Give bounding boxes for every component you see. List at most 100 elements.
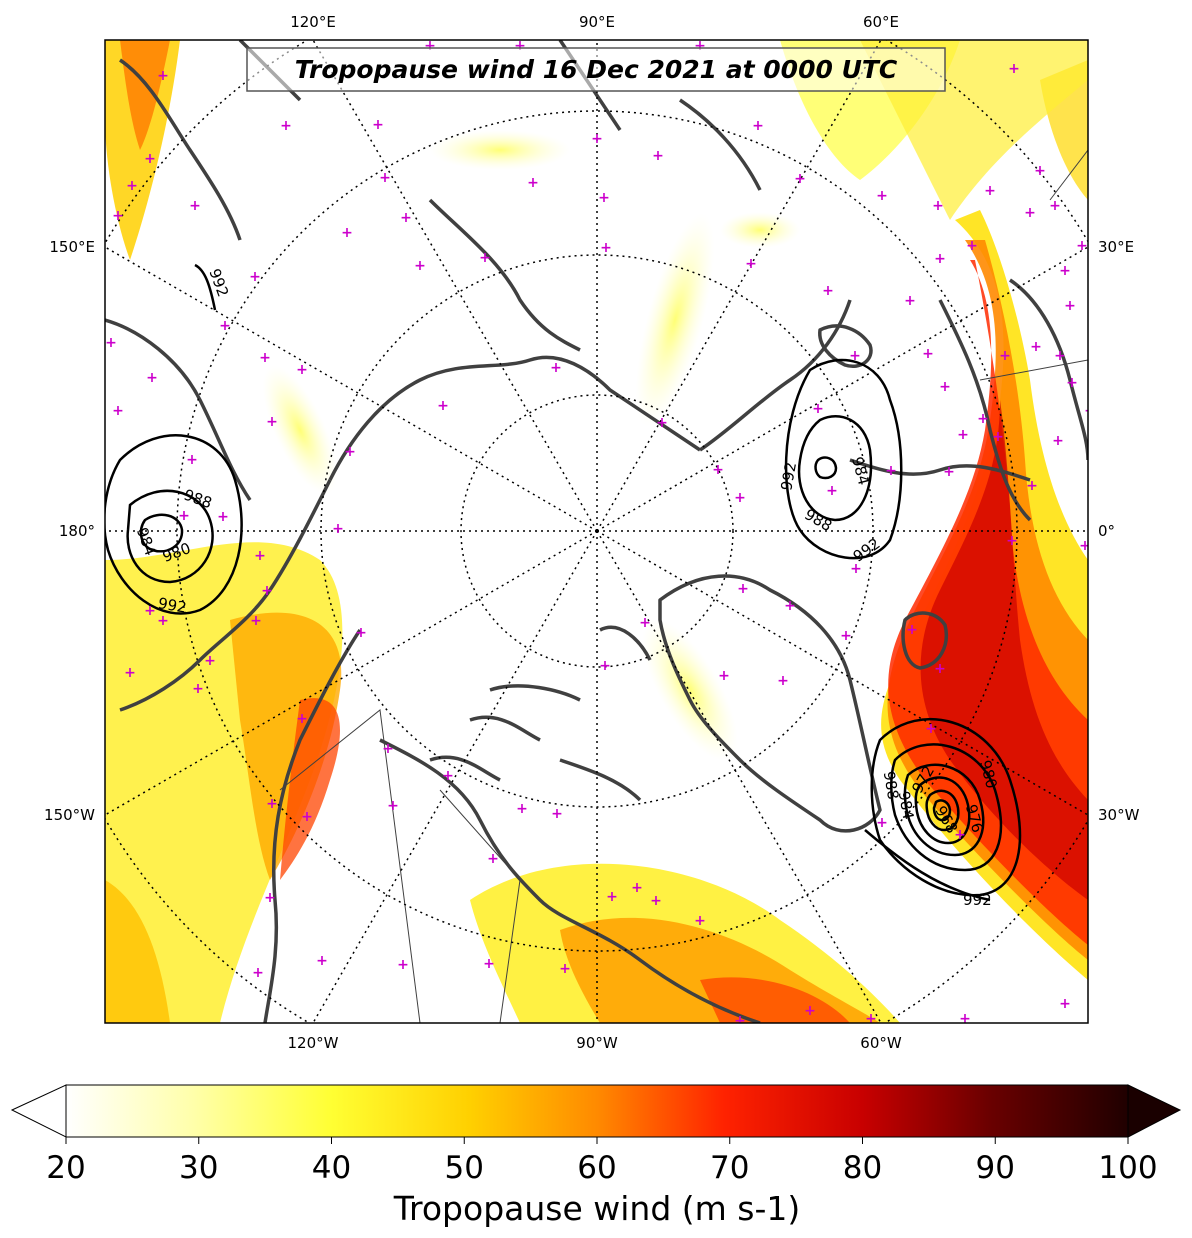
station-marker: + — [514, 38, 526, 54]
station-marker: + — [850, 561, 862, 577]
station-marker: + — [252, 965, 264, 981]
station-marker: + — [217, 509, 229, 525]
station-marker: + — [249, 269, 261, 285]
station-marker: + — [694, 38, 706, 54]
station-marker: + — [157, 68, 169, 84]
station-marker: + — [943, 464, 955, 480]
station-marker: + — [591, 131, 603, 147]
station-marker: + — [1024, 205, 1036, 221]
colorbar-tick-label: 100 — [1098, 1150, 1157, 1186]
station-marker: + — [178, 508, 190, 524]
lon-label-left: 150°E — [49, 238, 95, 256]
station-marker: + — [124, 665, 136, 681]
station-marker: + — [631, 880, 643, 896]
station-marker: + — [794, 171, 806, 187]
colorbar-gradient — [65, 1084, 1129, 1138]
station-marker: + — [397, 957, 409, 973]
station-marker: + — [992, 429, 1004, 445]
borders — [279, 149, 1088, 1023]
station-marker: + — [1052, 433, 1064, 449]
station-marker: + — [316, 953, 328, 969]
station-marker: + — [885, 463, 897, 479]
station-marker: + — [777, 673, 789, 689]
station-marker: + — [656, 415, 668, 431]
station-marker: + — [157, 613, 169, 629]
station-marker: + — [876, 815, 888, 831]
lon-label-right: 0° — [1098, 522, 1115, 540]
station-marker: + — [1059, 263, 1071, 279]
station-marker: + — [259, 350, 271, 366]
lon-label-right: 30°E — [1098, 238, 1134, 256]
station-marker: + — [219, 318, 231, 334]
station-marker: + — [144, 603, 156, 619]
lon-label-top: 120°E — [290, 13, 336, 31]
colorbar-tick-label: 60 — [577, 1150, 616, 1186]
station-marker: + — [551, 806, 563, 822]
station-marker: + — [599, 658, 611, 674]
station-marker: + — [437, 398, 449, 414]
station-marker: + — [734, 490, 746, 506]
station-marker: + — [922, 346, 934, 362]
station-marker: + — [694, 913, 706, 929]
lon-label-right: 30°W — [1098, 806, 1140, 824]
station-marker: + — [849, 348, 861, 364]
station-marker: + — [280, 118, 292, 134]
lon-label-left: 180° — [59, 522, 95, 540]
station-marker: + — [934, 251, 946, 267]
station-marker: + — [712, 462, 724, 478]
station-marker: + — [734, 1013, 746, 1029]
station-marker: + — [865, 1011, 877, 1027]
colorbar-tick-label: 90 — [976, 1150, 1015, 1186]
station-marker: + — [479, 250, 491, 266]
station-marker: + — [650, 893, 662, 909]
station-marker: + — [804, 1003, 816, 1019]
station-marker: + — [977, 411, 989, 427]
station-marker: + — [254, 548, 266, 564]
colorbar-extend-high — [1127, 1084, 1182, 1138]
contour-label: 992 — [777, 461, 800, 492]
station-marker: + — [387, 798, 399, 814]
station-marker: + — [999, 348, 1011, 364]
colorbar-tick-label: 30 — [179, 1150, 218, 1186]
station-marker: + — [186, 452, 198, 468]
station-marker: + — [1076, 238, 1088, 254]
station-marker: + — [954, 827, 966, 843]
station-marker: + — [639, 615, 651, 631]
colorbar-tick-label: 20 — [46, 1150, 85, 1186]
station-marker: + — [516, 801, 528, 817]
coastlines — [105, 40, 1088, 1023]
station-marker: + — [1026, 478, 1038, 494]
colorbar-extend-low — [10, 1084, 67, 1138]
station-marker: + — [382, 741, 394, 757]
station-marker: + — [266, 414, 278, 430]
station-marker: + — [606, 889, 618, 905]
station-marker: + — [826, 483, 838, 499]
station-marker: + — [483, 956, 495, 972]
colorbar-tick-label: 40 — [312, 1150, 351, 1186]
station-marker: + — [957, 427, 969, 443]
station-marker: + — [598, 190, 610, 206]
lon-label-top: 60°E — [863, 13, 899, 31]
station-marker: + — [112, 208, 124, 224]
station-marker: + — [296, 711, 308, 727]
colorbar-tick-label: 70 — [710, 1150, 749, 1186]
lon-label-left: 150°W — [44, 806, 95, 824]
station-marker: + — [1066, 375, 1078, 391]
station-marker: + — [1030, 339, 1042, 355]
station-marker: + — [925, 721, 937, 737]
station-marker: + — [355, 625, 367, 641]
station-marker: + — [652, 148, 664, 164]
station-marker: + — [146, 370, 158, 386]
station-marker: + — [192, 681, 204, 697]
colorbar-ticks: 20 30 40 50 60 70 80 90 100 — [46, 1137, 1158, 1186]
station-marker: + — [527, 175, 539, 191]
station-marker: + — [600, 240, 612, 256]
station-marker: + — [559, 961, 571, 977]
station-marker: + — [932, 198, 944, 214]
station-marker: + — [341, 225, 353, 241]
station-marker: + — [1049, 198, 1061, 214]
station-marker: + — [752, 118, 764, 134]
station-marker: + — [1064, 298, 1076, 314]
map-panel: 992 988 984 992 992 988 984 980 992 988 … — [105, 38, 1088, 1029]
